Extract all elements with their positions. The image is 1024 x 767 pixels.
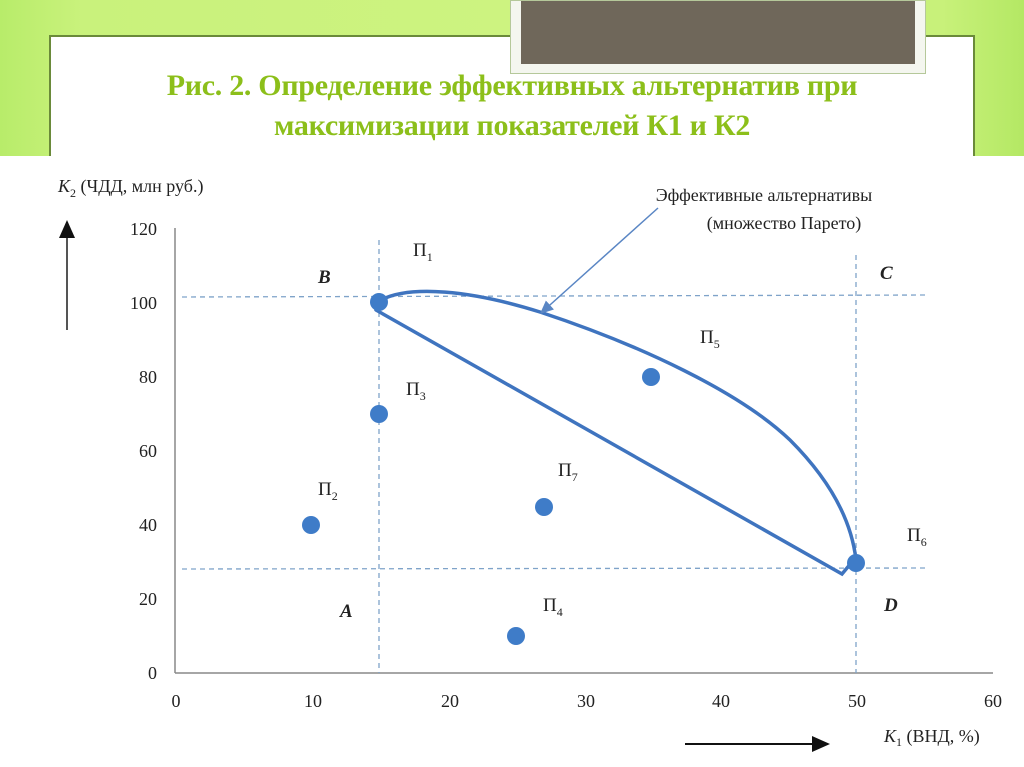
- label-p5: П5: [700, 327, 720, 351]
- point-p1: [370, 293, 388, 311]
- header-photo-frame: [510, 0, 926, 74]
- y-tick: 60: [139, 441, 157, 461]
- region-label-a: A: [339, 601, 353, 622]
- x-tick: 40: [712, 691, 730, 711]
- y-tick: 120: [130, 219, 157, 239]
- y-tick: 80: [139, 367, 157, 387]
- point-p7: [535, 498, 553, 516]
- label-p1: П1: [413, 240, 433, 264]
- x-tick: 20: [441, 691, 459, 711]
- data-points: [302, 293, 865, 645]
- region-label-b: B: [317, 267, 331, 288]
- pareto-region-outline: [374, 289, 858, 577]
- y-tick: 100: [130, 293, 157, 313]
- guide-horizontal-bottom: [181, 567, 928, 570]
- x-tick: 0: [172, 691, 181, 711]
- pareto-lower-line: [374, 308, 854, 577]
- x-tick: 60: [984, 691, 1002, 711]
- x-tick: 50: [848, 691, 866, 711]
- point-p3: [370, 405, 388, 423]
- x-tick: 10: [304, 691, 322, 711]
- label-p6: П6: [907, 525, 927, 549]
- slide-title-line1: Рис. 2. Определение эффективных альтерна…: [166, 69, 858, 102]
- slide-title: Рис. 2. Определение эффективных альтерна…: [60, 66, 964, 146]
- y-axis-label: K2 (ЧДД, млн руб.): [57, 176, 203, 200]
- x-axis-label: K1 (ВНД, %): [883, 726, 980, 749]
- header-photo: [521, 1, 915, 64]
- label-p4: П4: [543, 595, 563, 619]
- x-tick: 30: [577, 691, 595, 711]
- pareto-annotation-arrow-icon: [539, 207, 659, 315]
- label-p7: П7: [558, 460, 578, 484]
- point-p5: [642, 368, 660, 386]
- point-p2: [302, 516, 320, 534]
- point-p6: [847, 554, 865, 572]
- label-p3: П3: [406, 379, 426, 403]
- y-tick-labels: 0 20 40 60 80 100 120: [130, 219, 157, 683]
- y-tick: 0: [148, 663, 157, 683]
- region-label-d: D: [883, 595, 898, 616]
- pareto-upper-curve: [379, 289, 858, 562]
- y-tick: 20: [139, 589, 157, 609]
- x-tick-labels: 0 10 20 30 40 50 60: [172, 691, 1003, 711]
- y-tick: 40: [139, 515, 157, 535]
- pareto-annotation-line2: (множество Парето): [707, 213, 862, 234]
- guide-horizontal-top: [181, 294, 928, 298]
- point-p4: [507, 627, 525, 645]
- point-labels: П1 П2 П3 П4 П5 П6 П7: [318, 240, 927, 619]
- region-label-c: C: [880, 263, 893, 284]
- label-p2: П2: [318, 479, 338, 503]
- region-labels: A B C D: [317, 263, 898, 622]
- pareto-annotation-line1: Эффективные альтернативы: [656, 185, 873, 205]
- slide-title-line2: максимизации показателей К1 и К2: [273, 109, 751, 142]
